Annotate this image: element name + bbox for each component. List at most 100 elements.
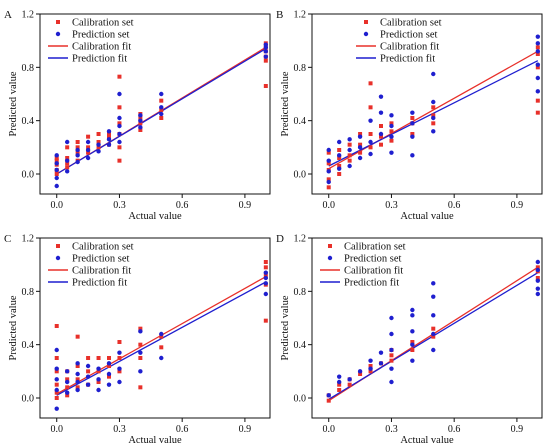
calibration-point — [535, 65, 540, 70]
prediction-point — [263, 275, 269, 281]
prediction-point — [410, 342, 415, 347]
calibration-point — [358, 132, 363, 136]
legend-entry: Prediction fit — [380, 54, 435, 65]
y-tick-label: 0.4 — [22, 340, 35, 351]
prediction-point — [535, 267, 541, 273]
calibration-point — [379, 124, 383, 128]
calibration-point — [65, 377, 70, 382]
prediction-point — [96, 149, 101, 154]
prediction-point — [410, 110, 415, 115]
panel-label: B — [276, 9, 283, 21]
calibration-point — [347, 382, 352, 387]
x-tick-label: 0.3 — [385, 424, 398, 435]
legend-marker-prediction-set — [327, 255, 333, 261]
prediction-point — [117, 131, 122, 137]
y-axis-label: Predicted value — [280, 71, 291, 136]
prediction-point — [106, 129, 112, 134]
prediction-point — [54, 183, 59, 189]
calibration-point — [431, 105, 436, 110]
prediction-point — [159, 331, 164, 337]
x-tick-label: 0.0 — [322, 200, 335, 211]
calibration-point — [410, 340, 415, 344]
prediction-point — [431, 313, 436, 318]
calibration-point — [96, 132, 101, 136]
calibration-point — [75, 385, 80, 390]
calibration-point — [337, 388, 342, 392]
calibration-point — [54, 324, 59, 328]
calibration-point — [54, 369, 59, 374]
y-tick-label: 0.0 — [294, 170, 307, 181]
calibration-point — [379, 134, 383, 139]
prediction-point — [389, 315, 394, 321]
x-tick-label: 0.9 — [239, 200, 252, 211]
legend-entry: Calibration fit — [72, 266, 131, 277]
prediction-point — [535, 291, 541, 297]
plot-frame — [39, 237, 271, 419]
calibration-point — [75, 364, 80, 368]
prediction-point — [336, 139, 342, 145]
prediction-point — [75, 159, 80, 165]
y-tick-label: 0.8 — [294, 63, 307, 74]
calibration-point — [96, 369, 101, 374]
prediction-point — [159, 91, 164, 97]
prediction-point — [54, 377, 59, 382]
calibration-point — [368, 369, 373, 374]
legend-entry: Calibration set — [380, 18, 442, 29]
calibration-point — [138, 116, 143, 120]
calibration-point — [138, 356, 143, 360]
calibration-point — [86, 369, 91, 374]
prediction-point — [326, 147, 331, 153]
prediction-point — [64, 379, 70, 385]
calibration-point — [410, 116, 415, 120]
calibration-point — [358, 150, 363, 155]
prediction-point — [410, 307, 415, 313]
prediction-point — [117, 366, 122, 371]
prediction-point — [368, 151, 373, 157]
chart-panel-d: 0.0 0.3 0.6 0.9 0.0 0.4 0.8 1.2 Actual value Pred… — [276, 233, 543, 444]
calibration-point — [337, 148, 342, 152]
calibration-point — [96, 356, 101, 360]
legend-entry: Calibration fit — [380, 42, 439, 53]
calibration-point — [96, 140, 101, 144]
prediction-point — [535, 286, 541, 291]
calibration-point — [326, 150, 331, 155]
x-tick-label: 0.6 — [448, 424, 461, 435]
prediction-point — [357, 155, 363, 161]
calibration-point — [117, 105, 122, 110]
calibration-point — [65, 145, 70, 150]
calibration-point — [54, 382, 59, 387]
prediction-point — [85, 155, 91, 161]
y-tick-label: 0.8 — [294, 287, 307, 298]
prediction-point — [357, 369, 363, 374]
prediction-point — [431, 115, 436, 121]
x-tick-label: 0.0 — [322, 424, 335, 435]
prediction-point — [106, 137, 112, 142]
prediction-point — [117, 91, 122, 97]
prediction-point — [431, 294, 436, 299]
x-tick-label: 0.6 — [176, 424, 189, 435]
legend-entry: Calibration set — [72, 242, 134, 253]
plot-frame — [311, 13, 543, 195]
legend-marker-prediction-set — [55, 31, 61, 37]
calibration-point — [138, 121, 143, 126]
x-tick-label: 0.0 — [50, 200, 63, 211]
calibration-point — [117, 356, 122, 360]
prediction-point — [85, 382, 91, 387]
calibration-point — [358, 142, 363, 147]
calibration-point — [535, 265, 540, 270]
calibration-point — [117, 121, 122, 126]
calibration-point — [337, 164, 342, 168]
prediction-point — [263, 54, 269, 59]
calibration-point — [326, 398, 331, 403]
calibration-point — [263, 58, 268, 63]
legend-marker-calibration-set — [56, 20, 60, 24]
prediction-point — [535, 41, 541, 46]
prediction-point — [410, 153, 415, 158]
prediction-point — [75, 387, 80, 393]
prediction-point — [535, 49, 541, 54]
legend-marker-prediction-set — [55, 255, 61, 261]
legend-entry: Prediction fit — [344, 278, 399, 289]
calibration-point — [431, 113, 436, 118]
calibration-point — [368, 132, 373, 136]
prediction-point — [75, 361, 80, 366]
